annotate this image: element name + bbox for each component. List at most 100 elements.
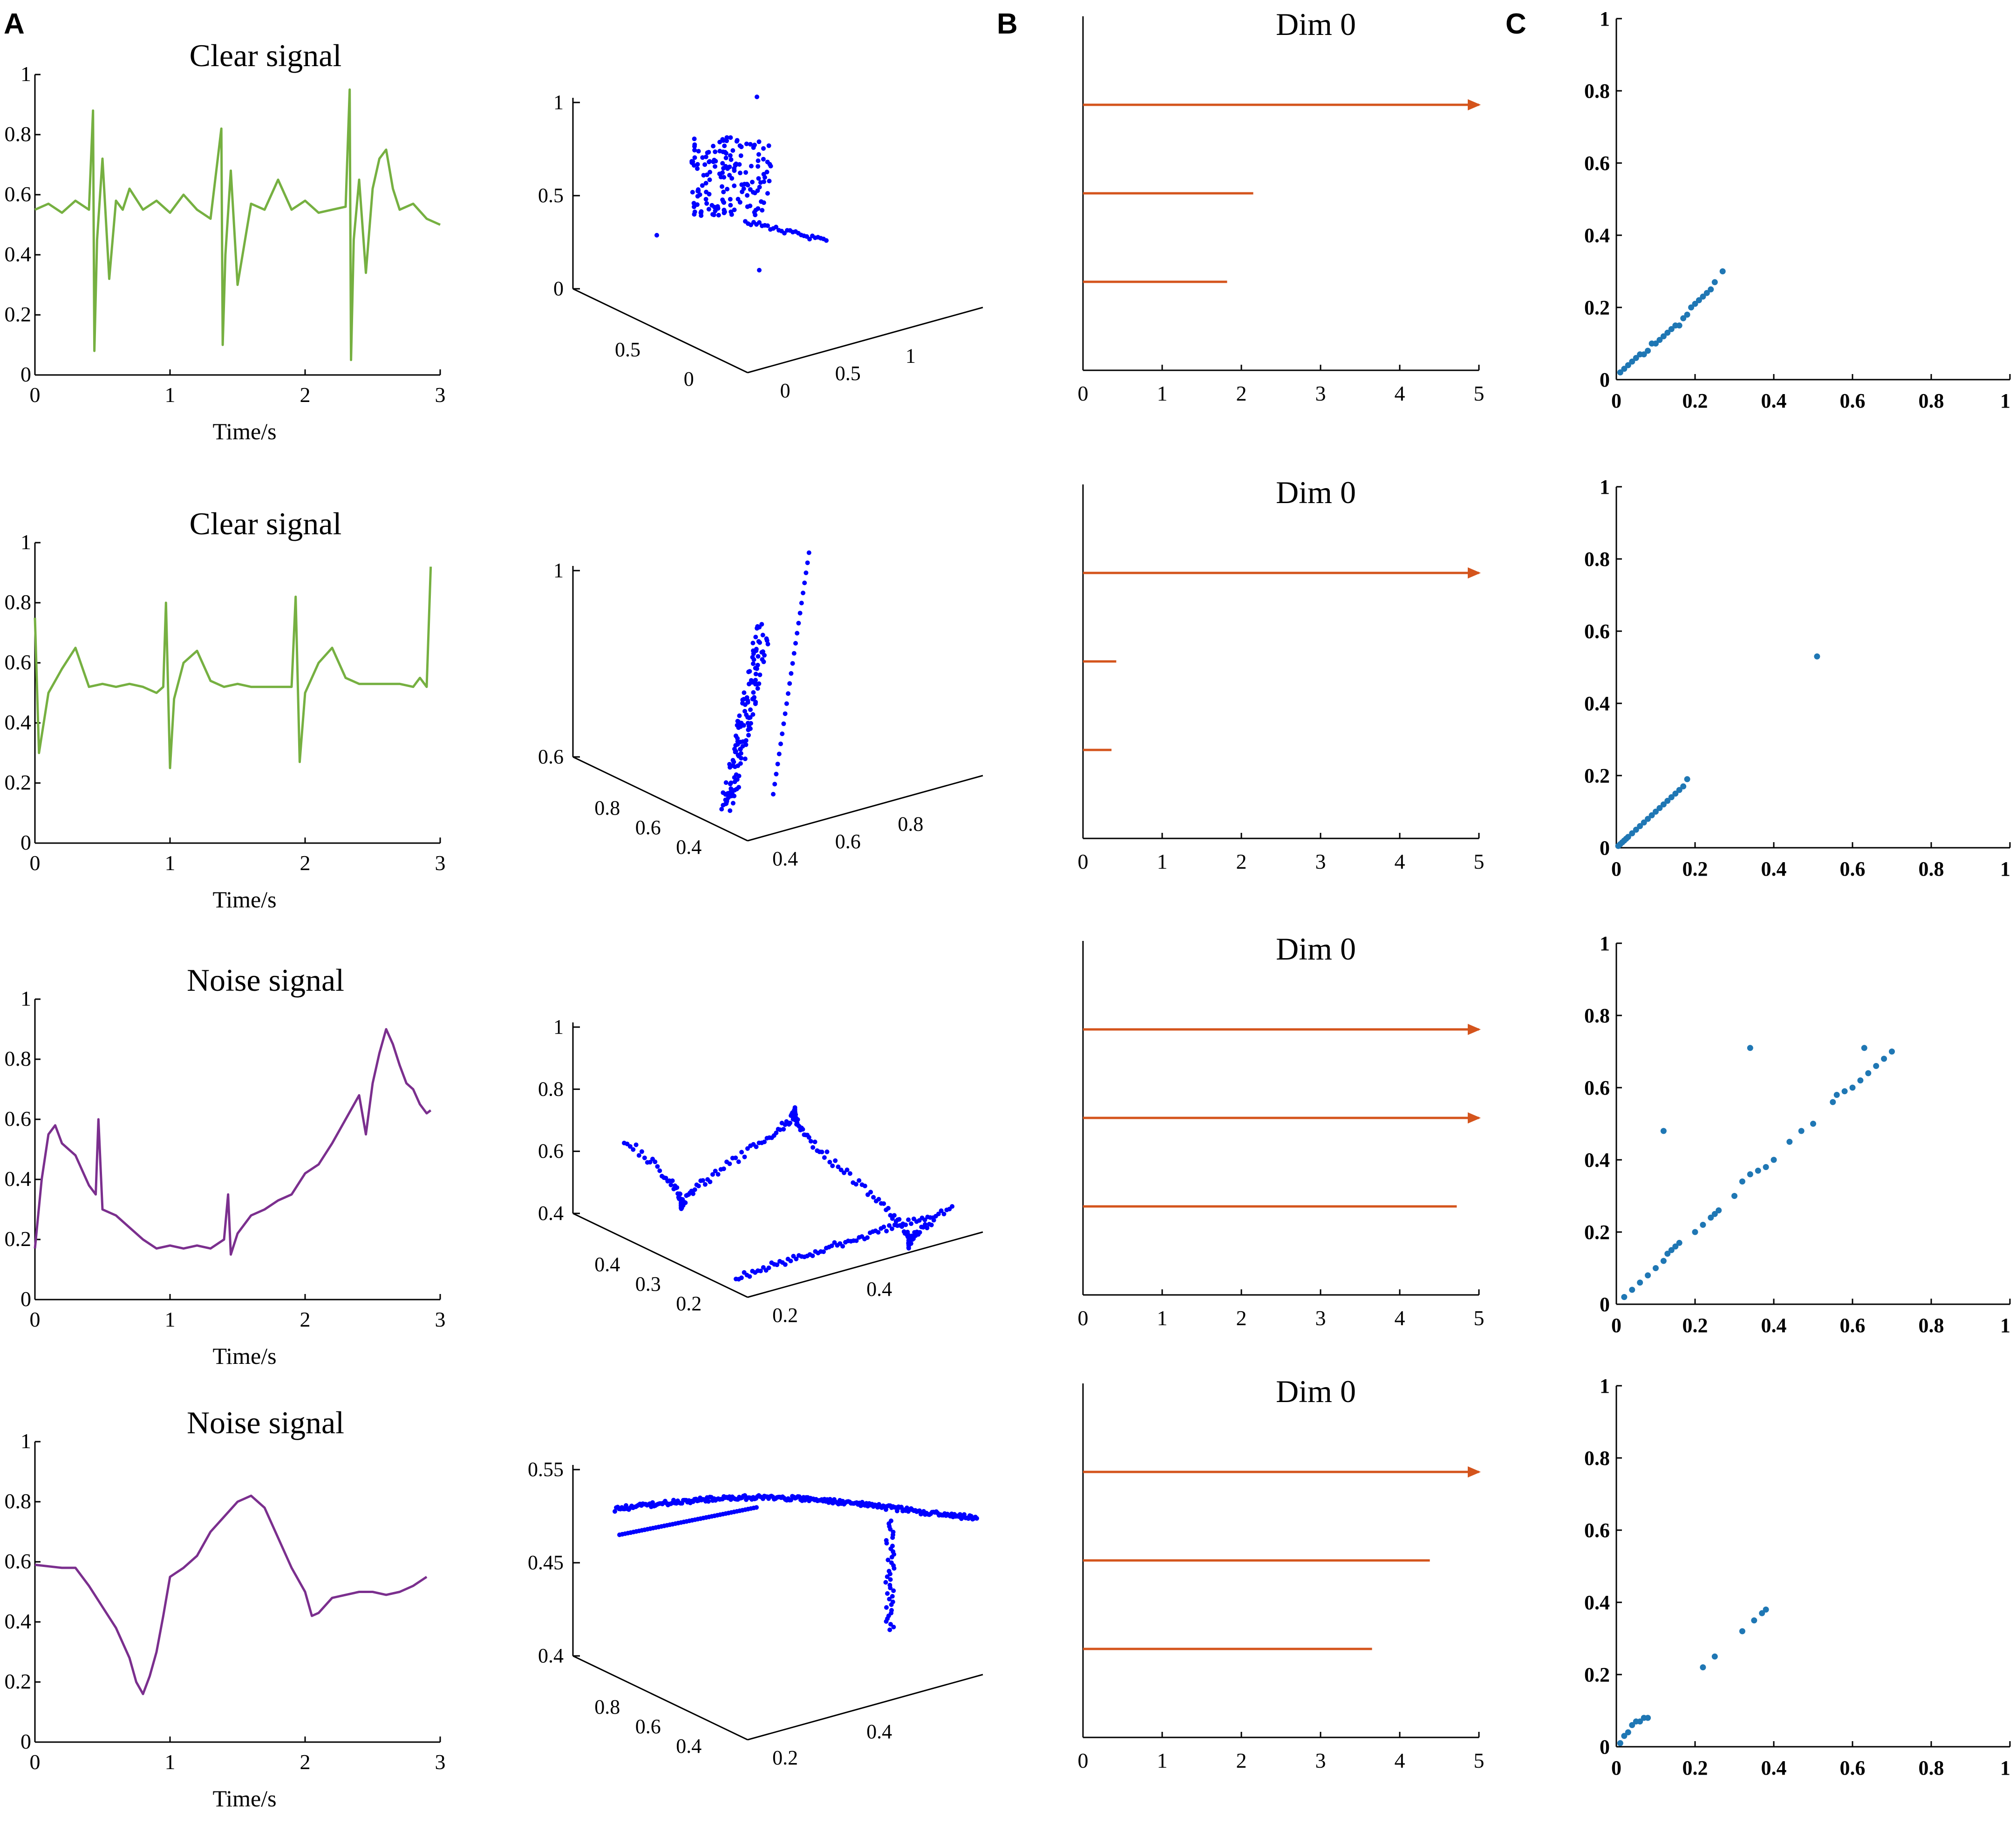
cloud-point [754,1505,759,1510]
cloud-point [691,1192,695,1196]
x-tick-label: 0 [30,383,41,407]
cloud-point [695,194,700,198]
cloud-point [942,1212,947,1216]
cloud-point [761,157,766,162]
y-tick-label: 0.4 [5,1609,32,1633]
y-tick-label: 1 [20,62,31,86]
x-tick-label: 0 [30,851,41,875]
x-tick-label: 1 [1157,381,1168,405]
x-tick-label: 0.2 [1682,1314,1708,1337]
cloud-point [891,1588,896,1593]
cloud-point [897,1217,901,1222]
cloud-point [776,762,780,766]
x-tick-label: 2 [1236,1749,1247,1772]
persistence-point [1755,1168,1761,1174]
persistence-point [1881,1056,1887,1062]
cloud-point [833,1158,838,1163]
cloud-point [767,143,771,148]
cloud-point [731,758,736,763]
cloud-point [857,1178,861,1183]
cloud-point [892,1213,897,1218]
cloud-point [742,1155,747,1159]
y-tick-label: 0.8 [1584,1447,1610,1470]
cloud-point [792,651,797,656]
x3d-tick-label: 0 [780,379,790,402]
persistence-point [1731,1193,1737,1199]
figure-canvas: A B C 0 1 2 300.20.40.60.81Clear signalTime… [0,0,2016,1825]
cloud-point [747,1274,752,1279]
cloud-point [642,1156,647,1160]
y-tick-label: 0.6 [1584,1519,1610,1542]
x-tick-label: 4 [1395,381,1405,405]
cloud-point [724,138,729,143]
cloud-point [789,671,793,676]
cloud-point [830,1164,835,1168]
x-tick-label: 2 [1236,1306,1247,1330]
y-tick-label: 0.6 [1584,152,1610,175]
x-axis-label: Time/s [212,886,276,912]
cloud-point [736,785,741,790]
cloud-point [884,1580,888,1585]
cloud-point [756,152,761,157]
cloud-point [707,207,711,211]
cloud-point [654,233,659,238]
cloud-point [637,1153,641,1158]
y-tick-label: 0.6 [5,182,32,206]
cloud-point [716,1172,721,1177]
cloud-point [728,203,733,208]
cloud-point [746,733,751,737]
cloud-point [711,144,715,149]
y3d-tick-label: 0.2 [676,1292,702,1315]
x-tick-label: 0.4 [1761,389,1787,412]
persistence-point [1739,1628,1745,1634]
cloud-point [780,731,784,736]
cloud-point [772,782,777,786]
y-tick-label: 0.2 [1584,764,1610,787]
cloud-point [702,162,707,167]
cloud-point [789,1259,793,1263]
cloud-point [757,268,762,272]
cloud-point [678,1192,682,1196]
cloud-point [800,1127,805,1132]
cloud-point [876,1230,881,1235]
cloud-point [721,790,725,795]
cloud-point [696,187,701,192]
cloud-point [888,1577,893,1582]
cloud-point [705,150,710,155]
y-tick-label: 0.8 [5,1047,32,1070]
cloud-point [674,1185,679,1190]
cloud-point [813,1140,817,1144]
persistence-point [1720,268,1726,274]
x3d-tick-label: 0.6 [835,830,861,853]
cloud-point [708,177,712,182]
cloud-point [724,151,729,156]
cloud-point [755,95,759,99]
persistence-point [1617,1740,1623,1746]
cloud-point [704,197,708,202]
cloud-point [750,641,755,646]
y3d-tick-label: 0.6 [635,1715,661,1738]
cloud-point [739,144,744,149]
x3d-tick-label: 0.4 [866,1720,892,1743]
cloud-point [890,1535,895,1540]
chart-title: Noise signal [187,1405,344,1440]
chart-title: Clear signal [190,38,342,73]
cloud-point [728,782,733,786]
cloud-point [668,1183,673,1187]
y-tick-label: 0.8 [1584,548,1610,571]
cloud-point [747,669,752,674]
x-tick-label: 0.2 [1682,1757,1708,1779]
y-tick-label: 0.2 [5,1669,32,1693]
cloud-point [631,1147,635,1152]
cloud-point [820,1150,824,1154]
cloud-point [722,211,727,215]
y-tick-label: 0 [20,362,31,386]
cloud-point [755,624,760,629]
cloud-point [767,1266,771,1270]
cloud-point [756,158,761,163]
cloud-point [868,1190,873,1194]
cloud-point [884,1605,889,1610]
persistence-point [1842,1088,1848,1094]
cloud-point [725,187,729,191]
cloud-point [751,145,756,150]
